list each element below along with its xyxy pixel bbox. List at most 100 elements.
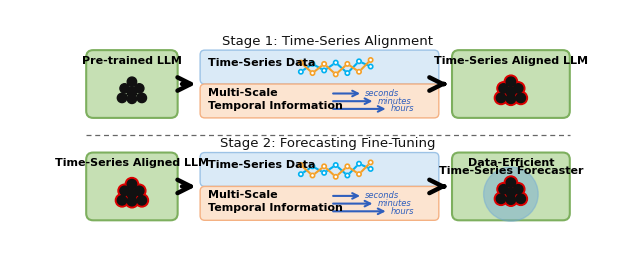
Circle shape (504, 193, 518, 206)
Text: seconds: seconds (365, 89, 399, 98)
Circle shape (516, 93, 525, 103)
Circle shape (333, 163, 338, 167)
Circle shape (299, 163, 303, 167)
Circle shape (504, 186, 518, 199)
Circle shape (125, 178, 139, 191)
Circle shape (511, 82, 525, 95)
FancyBboxPatch shape (86, 50, 178, 118)
Circle shape (506, 94, 516, 104)
Circle shape (333, 60, 338, 65)
Text: minutes: minutes (378, 97, 412, 106)
Text: Time-Series Forecaster: Time-Series Forecaster (438, 166, 583, 176)
Circle shape (514, 192, 527, 205)
Circle shape (333, 175, 338, 179)
Text: hours: hours (391, 207, 414, 216)
Text: Data-Efficient: Data-Efficient (468, 158, 554, 168)
Circle shape (135, 194, 148, 207)
FancyBboxPatch shape (200, 50, 439, 84)
Circle shape (514, 91, 527, 105)
Circle shape (357, 59, 361, 64)
Circle shape (299, 172, 303, 176)
Circle shape (484, 167, 538, 221)
Circle shape (137, 196, 147, 205)
Circle shape (299, 70, 303, 74)
Circle shape (345, 164, 349, 168)
Circle shape (494, 192, 508, 205)
Circle shape (134, 84, 144, 93)
Circle shape (496, 194, 506, 203)
Circle shape (125, 195, 139, 208)
Circle shape (497, 82, 510, 95)
Circle shape (310, 164, 315, 168)
Circle shape (322, 171, 326, 175)
FancyBboxPatch shape (200, 186, 439, 220)
Circle shape (345, 173, 349, 178)
Text: Stage 1: Time-Series Alignment: Stage 1: Time-Series Alignment (223, 35, 433, 48)
Circle shape (299, 60, 303, 65)
Circle shape (310, 71, 315, 75)
Circle shape (506, 87, 516, 96)
Circle shape (310, 62, 315, 66)
Circle shape (497, 183, 510, 196)
Circle shape (127, 94, 136, 104)
Circle shape (506, 178, 516, 187)
Circle shape (118, 184, 131, 197)
Circle shape (496, 93, 506, 103)
Circle shape (137, 93, 147, 103)
Circle shape (127, 77, 136, 87)
Circle shape (494, 91, 508, 105)
Text: Time-Series Data: Time-Series Data (208, 58, 316, 68)
Text: minutes: minutes (378, 199, 412, 208)
FancyBboxPatch shape (86, 152, 178, 220)
Circle shape (499, 84, 508, 93)
FancyBboxPatch shape (200, 84, 439, 118)
Circle shape (132, 184, 146, 197)
FancyBboxPatch shape (452, 50, 570, 118)
Circle shape (120, 186, 129, 195)
Circle shape (369, 58, 372, 62)
Circle shape (506, 77, 516, 87)
Circle shape (125, 187, 139, 201)
Circle shape (357, 70, 361, 74)
Circle shape (134, 186, 144, 195)
Circle shape (322, 62, 326, 66)
Circle shape (127, 190, 136, 199)
Circle shape (117, 93, 127, 103)
Circle shape (127, 179, 136, 189)
Circle shape (345, 62, 349, 66)
Circle shape (322, 164, 326, 168)
Text: Multi-Scale
Temporal Information: Multi-Scale Temporal Information (208, 190, 343, 213)
Circle shape (369, 64, 372, 69)
Circle shape (504, 75, 518, 88)
Text: seconds: seconds (365, 191, 399, 201)
Circle shape (516, 194, 525, 203)
Circle shape (120, 84, 129, 93)
Circle shape (499, 184, 508, 194)
Text: Time-Series Aligned LLM: Time-Series Aligned LLM (434, 56, 588, 65)
Circle shape (513, 84, 523, 93)
Circle shape (310, 173, 315, 178)
Circle shape (369, 160, 372, 164)
Circle shape (345, 71, 349, 75)
Circle shape (115, 194, 129, 207)
Circle shape (504, 176, 518, 189)
Text: hours: hours (391, 104, 414, 113)
Circle shape (506, 188, 516, 197)
Circle shape (369, 167, 372, 171)
Circle shape (322, 68, 326, 73)
Circle shape (504, 92, 518, 105)
Circle shape (127, 197, 136, 206)
Circle shape (127, 87, 136, 96)
Circle shape (504, 85, 518, 98)
Text: Stage 2: Forecasting Fine-Tuning: Stage 2: Forecasting Fine-Tuning (220, 137, 436, 150)
Circle shape (506, 195, 516, 204)
Circle shape (511, 183, 525, 196)
Text: Multi-Scale
Temporal Information: Multi-Scale Temporal Information (208, 88, 343, 111)
Circle shape (513, 184, 523, 194)
Text: Time-Series Data: Time-Series Data (208, 160, 316, 170)
Circle shape (357, 162, 361, 166)
Circle shape (357, 172, 361, 176)
Circle shape (333, 72, 338, 77)
Circle shape (117, 196, 127, 205)
FancyBboxPatch shape (200, 152, 439, 186)
